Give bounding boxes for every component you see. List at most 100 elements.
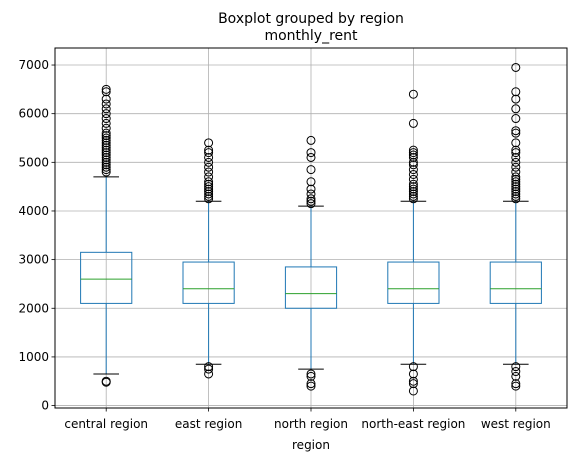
outlier-point [101,155,111,165]
outlier-point [101,138,111,148]
box-iqr [182,261,235,304]
outlier-point [511,145,521,155]
outlier-point [408,169,418,179]
outlier-point [204,364,214,374]
outlier-point [204,167,214,177]
outlier-point [101,143,111,153]
outlier-point [511,128,521,138]
outlier-point [306,379,316,389]
outlier-point [511,162,521,172]
outlier-point [101,128,111,138]
outlier-point [511,381,521,391]
outlier-point [101,99,111,109]
outlier-point [306,135,316,145]
outlier-point [204,152,214,162]
outlier-point [511,362,521,372]
outlier-point [101,135,111,145]
outlier-point [204,157,214,167]
outlier-point [408,179,418,189]
outlier-point [511,148,521,158]
outlier-point [408,160,418,170]
x-axis-ticks: central region east region north region nor… [64,408,551,431]
outlier-point [101,140,111,150]
outlier-point [306,196,316,206]
outlier-point [204,145,214,155]
outlier-point [306,177,316,187]
outlier-point [511,187,521,197]
y-tick-label: 6000 [18,107,49,121]
outlier-point [306,148,316,158]
outlier-point [101,104,111,114]
box-west-region [489,62,542,391]
outlier-point [101,94,111,104]
x-tick-label: north region [274,417,348,431]
outlier-point [101,131,111,141]
outlier-point [204,138,214,148]
outlier-point [306,184,316,194]
x-axis-label: region [292,438,330,452]
chart-suptitle: Boxplot grouped by region [218,11,404,27]
outlier-point [204,187,214,197]
outlier-point [204,189,214,199]
outlier-point [511,114,521,124]
outlier-point [101,114,111,124]
outlier-point [408,376,418,386]
outlier-point [511,152,521,162]
outlier-point [306,152,316,162]
outlier-point [306,381,316,391]
outlier-point [408,191,418,201]
outlier-point [511,126,521,136]
outlier-point [511,167,521,177]
outlier-point [204,172,214,182]
outlier-point [204,194,214,204]
outlier-point [204,162,214,172]
outlier-point [408,148,418,158]
outlier-point [511,191,521,201]
outlier-point [306,199,316,209]
x-tick-label: north-east region [361,417,465,431]
outlier-point [101,152,111,162]
outlier-point [101,162,111,172]
y-tick-label: 3000 [18,253,49,267]
chart-title: monthly_rent [264,28,358,44]
outlier-point [408,152,418,162]
outlier-point [101,150,111,160]
x-tick-label: central region [64,417,148,431]
y-tick-label: 7000 [18,58,49,72]
outlier-point [511,87,521,97]
outlier-point [101,123,111,133]
outlier-point [204,177,214,187]
outlier-point [306,165,316,175]
outlier-point [408,369,418,379]
y-axis-ticks: 0 1000 2000 3000 4000 5000 6000 7000 [18,58,55,413]
outlier-point [204,179,214,189]
outlier-point [408,145,418,155]
outlier-point [101,118,111,128]
y-tick-label: 1000 [18,350,49,364]
outlier-point [101,109,111,119]
outlier-point [408,182,418,192]
boxes [80,62,542,396]
outlier-point [408,118,418,128]
y-tick-label: 4000 [18,204,49,218]
outlier-point [511,182,521,192]
outlier-point [511,157,521,167]
box-north-region [284,135,338,391]
outlier-point [511,379,521,389]
outlier-point [408,184,418,194]
box-iqr [284,266,338,309]
outlier-point [101,160,111,170]
box-central-region [80,84,133,387]
outlier-point [306,189,316,199]
x-tick-label: west region [481,417,551,431]
y-tick-label: 0 [41,399,49,413]
outlier-point [511,189,521,199]
outlier-point [511,174,521,184]
outlier-point [204,362,214,372]
box-iqr [80,251,133,304]
x-tick-label: east region [175,417,242,431]
outlier-point [408,194,418,204]
box-east-region [182,138,235,379]
outlier-point [204,182,214,192]
